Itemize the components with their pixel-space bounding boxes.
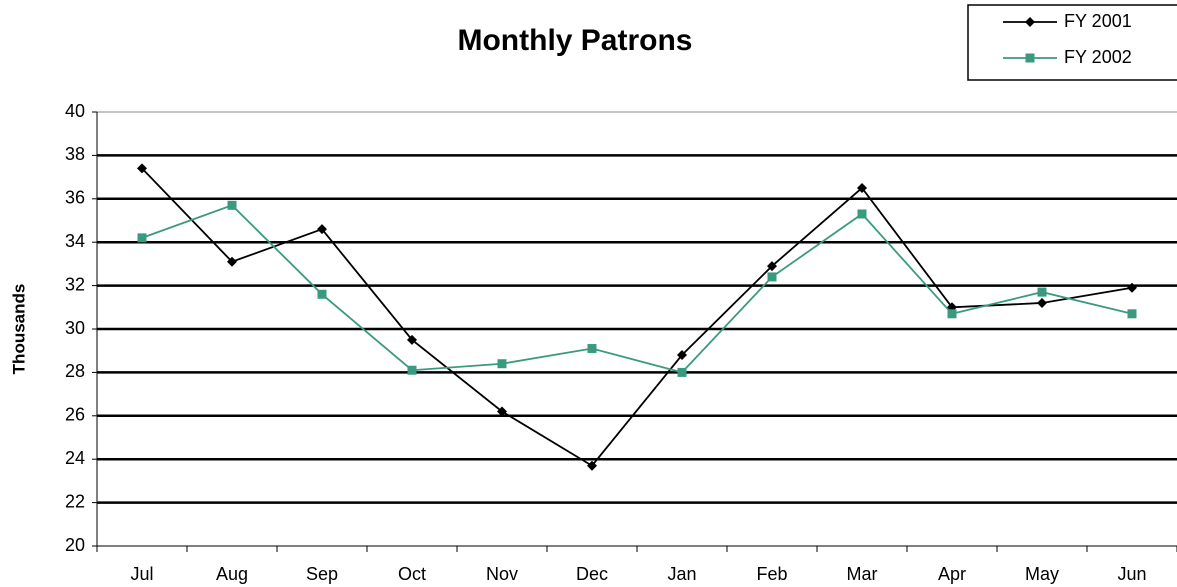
x-tick-label: Mar — [847, 564, 878, 584]
y-tick-label: 32 — [65, 274, 85, 294]
marker — [767, 272, 777, 282]
marker — [857, 182, 867, 193]
x-tick-label: Feb — [756, 564, 787, 584]
series-line — [141, 167, 1133, 467]
x-tick-label: May — [1025, 564, 1059, 584]
chart-title: Monthly Patrons — [457, 24, 692, 57]
x-tick-label: Jul — [130, 564, 153, 584]
y-tick-label: 26 — [65, 405, 85, 425]
x-tick-label: Dec — [576, 564, 608, 584]
y-axis-label: Thousands — [9, 284, 28, 375]
y-tick-label: 24 — [65, 448, 85, 468]
marker — [1037, 287, 1047, 297]
x-tick-label: Aug — [216, 564, 248, 584]
marker — [1127, 282, 1137, 293]
y-tick-label: 22 — [65, 491, 85, 511]
marker — [137, 233, 147, 243]
y-tick-label: 40 — [65, 101, 85, 121]
marker — [1127, 309, 1137, 319]
marker — [587, 460, 597, 471]
legend-label: FY 2001 — [1064, 11, 1132, 31]
marker — [407, 365, 417, 375]
marker — [947, 309, 957, 319]
marker — [317, 289, 327, 299]
x-tick-label: Sep — [306, 564, 338, 584]
marker — [677, 367, 687, 377]
marker — [1025, 17, 1035, 27]
marker — [497, 406, 507, 417]
x-tick-label: Apr — [938, 564, 966, 584]
x-tick-label: Jan — [667, 564, 696, 584]
y-tick-label: 30 — [65, 318, 85, 338]
x-tick-label: Jun — [1117, 564, 1146, 584]
marker — [227, 256, 237, 267]
marker — [407, 334, 417, 345]
marker — [137, 163, 147, 174]
marker — [767, 261, 777, 272]
marker — [227, 200, 237, 210]
marker — [497, 359, 507, 369]
legend-label: FY 2002 — [1064, 47, 1132, 67]
x-tick-label: Oct — [398, 564, 426, 584]
marker — [857, 209, 867, 219]
y-tick-label: 20 — [65, 535, 85, 555]
series-line — [141, 204, 1133, 374]
y-tick-label: 28 — [65, 361, 85, 381]
marker — [587, 344, 597, 354]
marker — [1037, 297, 1047, 308]
y-tick-label: 36 — [65, 188, 85, 208]
legend-box — [967, 4, 1177, 81]
marker — [677, 350, 687, 361]
marker — [317, 224, 327, 235]
x-tick-label: Nov — [486, 564, 518, 584]
marker — [1025, 53, 1035, 63]
y-tick-label: 38 — [65, 144, 85, 164]
y-tick-label: 34 — [65, 231, 85, 251]
